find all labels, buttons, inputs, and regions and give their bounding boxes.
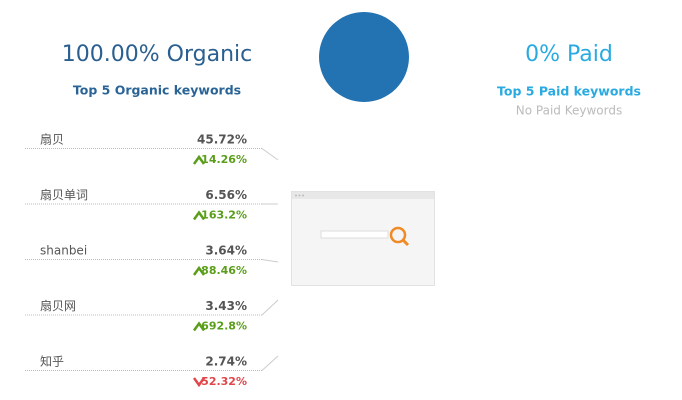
keyword-change: 692.8% [201,320,247,333]
row-connector [261,259,279,263]
trend-down-icon [192,377,206,388]
search-placeholder [291,191,435,286]
row-connector [261,355,279,371]
keyword-share: 3.43% [205,299,247,313]
paid-subtitle: Top 5 Paid keywords [497,84,641,99]
keyword-share: 6.56% [205,188,247,202]
keyword-change: 52.32% [201,375,247,388]
keyword: 扇贝单词 [40,187,88,202]
keyword-share: 2.74% [205,355,247,369]
trend-up-icon [192,210,206,221]
keyword-change: 88.46% [201,264,247,277]
keyword-share: 3.64% [205,244,247,258]
keyword-change: 14.26% [201,153,247,166]
trend-up-icon [192,265,206,276]
trend-up-icon [192,154,206,165]
organic-circle [319,12,409,102]
paid-empty: No Paid Keywords [516,104,622,118]
row-connector [261,299,279,316]
keyword-share: 45.72% [197,133,247,147]
keyword: 扇贝网 [40,298,76,313]
organic-subtitle: Top 5 Organic keywords [73,83,241,98]
keyword-change: 163.2% [201,209,247,222]
trend-up-icon [192,321,206,332]
row-connector [261,148,279,161]
organic-title: 100.00% Organic [62,42,252,67]
keyword: shanbei [40,244,87,258]
keyword: 知乎 [40,355,64,369]
paid-title: 0% Paid [525,42,613,67]
keyword: 扇贝 [40,132,64,147]
